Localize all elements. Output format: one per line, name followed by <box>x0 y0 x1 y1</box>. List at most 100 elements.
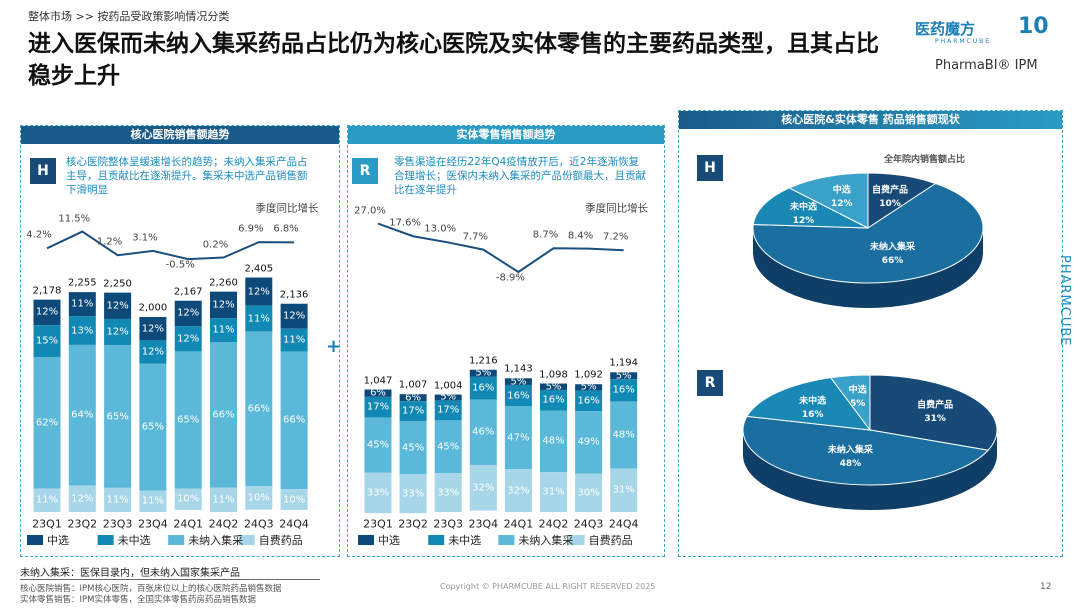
segment-label: 17% <box>366 401 390 413</box>
bar-segment-未中选 <box>280 328 308 352</box>
x-tick-label: 23Q1 <box>32 517 62 531</box>
legend-swatch <box>498 535 515 545</box>
pie-slice-value: 10% <box>879 198 901 209</box>
bar-segment-未中选 <box>469 376 497 400</box>
growth-label: 6.8% <box>273 223 299 235</box>
bar-segment-未中选 <box>434 400 462 421</box>
segment-label: 65% <box>106 411 129 423</box>
x-tick-label: 24Q4 <box>279 517 309 531</box>
segment-label: 12% <box>106 326 129 338</box>
segment-label: 33% <box>401 488 425 500</box>
bar-segment-未中选 <box>610 379 638 402</box>
segment-label: 12% <box>71 493 94 505</box>
copyright: Copyright © PHARMCUBE ALL RIGHT RESERVED… <box>440 582 656 591</box>
bar-segment-中选 <box>280 303 308 329</box>
pie-slice-name: 未纳入集采 <box>827 445 873 456</box>
pie-slice-未中选 <box>746 377 872 431</box>
growth-label: 8.4% <box>567 230 594 242</box>
segment-label: 5% <box>510 376 527 388</box>
plus-sign: + <box>326 336 342 357</box>
bar-segment-未纳入集采 <box>364 417 392 473</box>
x-tick-label: 24Q2 <box>208 517 239 531</box>
segment-label: 10% <box>282 494 306 505</box>
pie-slice-name: 自费产品 <box>917 400 954 411</box>
segment-label: 15% <box>35 335 59 347</box>
bar-segment-中选 <box>399 394 427 402</box>
total-label: 2,405 <box>244 263 274 274</box>
segment-label: 12% <box>141 323 165 335</box>
pie-slice-未中选 <box>752 187 869 229</box>
segment-label: 11% <box>282 334 306 346</box>
segment-label: 31% <box>542 486 565 498</box>
segment-label: 5% <box>475 367 492 379</box>
segment-label: 11% <box>212 324 235 336</box>
pie-slice-中选 <box>829 374 871 432</box>
bar-segment-未中选 <box>575 390 603 412</box>
bar-segment-未纳入集采 <box>575 411 603 474</box>
bar-segment-中选 <box>504 378 532 385</box>
segment-label: 12% <box>177 333 200 345</box>
bar-segment-中选 <box>174 300 202 327</box>
growth-label: 11.5% <box>58 213 91 225</box>
bar-segment-中选 <box>139 317 167 341</box>
segment-label: 64% <box>71 409 94 421</box>
bar-segment-未纳入集采 <box>33 356 61 489</box>
segment-label: 12% <box>177 307 200 319</box>
retail-desc: 零售渠道在经历22年Q4疫情放开后，近2年逐渐恢复合理增长；医保内未纳入集采的产… <box>394 156 646 196</box>
x-tick-label: 23Q4 <box>468 517 499 531</box>
segment-label: 5% <box>580 381 597 393</box>
bar-segment-自费药品 <box>575 473 603 512</box>
segment-label: 12% <box>106 300 129 312</box>
segment-label: 48% <box>612 429 635 441</box>
bar-segment-中选 <box>540 383 567 390</box>
segment-label: 66% <box>212 409 235 421</box>
growth-label: 7.2% <box>602 231 629 243</box>
segment-label: 33% <box>437 487 460 499</box>
pie-slice-自费产品 <box>867 172 937 229</box>
legend-label: 中选 <box>378 534 400 547</box>
pie-slice-name: 未中选 <box>789 202 817 213</box>
bar-segment-自费药品 <box>139 490 167 512</box>
bar-segment-中选 <box>434 394 462 401</box>
x-tick-label: 24Q4 <box>608 517 639 531</box>
bar-segment-未纳入集采 <box>280 351 308 490</box>
page-number: 12 <box>1040 582 1052 592</box>
segment-label: 12% <box>35 306 59 318</box>
source-retail: 实体零售销售：IPM实体零售，全国实体零售药房药品销售数据 <box>20 595 256 605</box>
segment-label: 16% <box>507 390 530 402</box>
x-tick-label: 23Q2 <box>398 517 428 531</box>
segment-label: 31% <box>612 484 635 496</box>
legend-label: 未中选 <box>448 534 482 547</box>
bar-segment-自费药品 <box>245 486 273 510</box>
legend-swatch <box>428 535 445 545</box>
panel-title: 核心医院销售额趋势 <box>21 126 339 144</box>
segment-label: 10% <box>177 493 200 505</box>
page-title: 进入医保而未纳入集采药品占比仍为核心医院及实体零售的主要药品类型，且其占比稳步上… <box>28 31 879 89</box>
pie-panel: 核心医院&实体零售 药品销售额现状 <box>678 110 1063 557</box>
total-label: 2,255 <box>67 277 97 289</box>
bar-segment-未纳入集采 <box>68 344 96 486</box>
growth-line <box>46 230 295 261</box>
growth-label: 7.7% <box>462 231 488 243</box>
panel-title: 核心医院&实体零售 药品销售额现状 <box>679 111 1062 129</box>
footnote: 未纳入集采：医保目录内，但未纳入国家集采产品 <box>20 568 240 579</box>
growth-label: 3.1% <box>132 232 158 244</box>
bar-segment-未中选 <box>399 401 427 422</box>
hospital-panel: 核心医院销售额趋势 <box>20 125 340 557</box>
breadcrumb[interactable]: 整体市场 >> 按药品受政策影响情况分类 <box>28 10 230 23</box>
segment-label: 30% <box>577 487 600 499</box>
legend-label: 未中选 <box>117 534 151 547</box>
hospital-desc: 核心医院整体呈缓速增长的趋势；未纳入集采产品占主导，且贡献比在逐渐提升。集采未中… <box>66 156 308 196</box>
retail-badge: R <box>352 158 378 184</box>
pie-slice-未纳入集采 <box>742 415 990 486</box>
growth-label: 27.0% <box>354 205 386 217</box>
bar-segment-自费药品 <box>68 485 96 512</box>
pie-slice-name: 未中选 <box>799 396 827 407</box>
bar-segment-未中选 <box>139 340 167 364</box>
legend-swatch <box>238 535 255 545</box>
bar-segment-中选 <box>104 292 132 319</box>
bar-segment-自费药品 <box>280 489 308 510</box>
segment-label: 65% <box>177 414 200 426</box>
total-label: 1,143 <box>504 363 533 375</box>
x-tick-label: 23Q4 <box>138 517 168 531</box>
